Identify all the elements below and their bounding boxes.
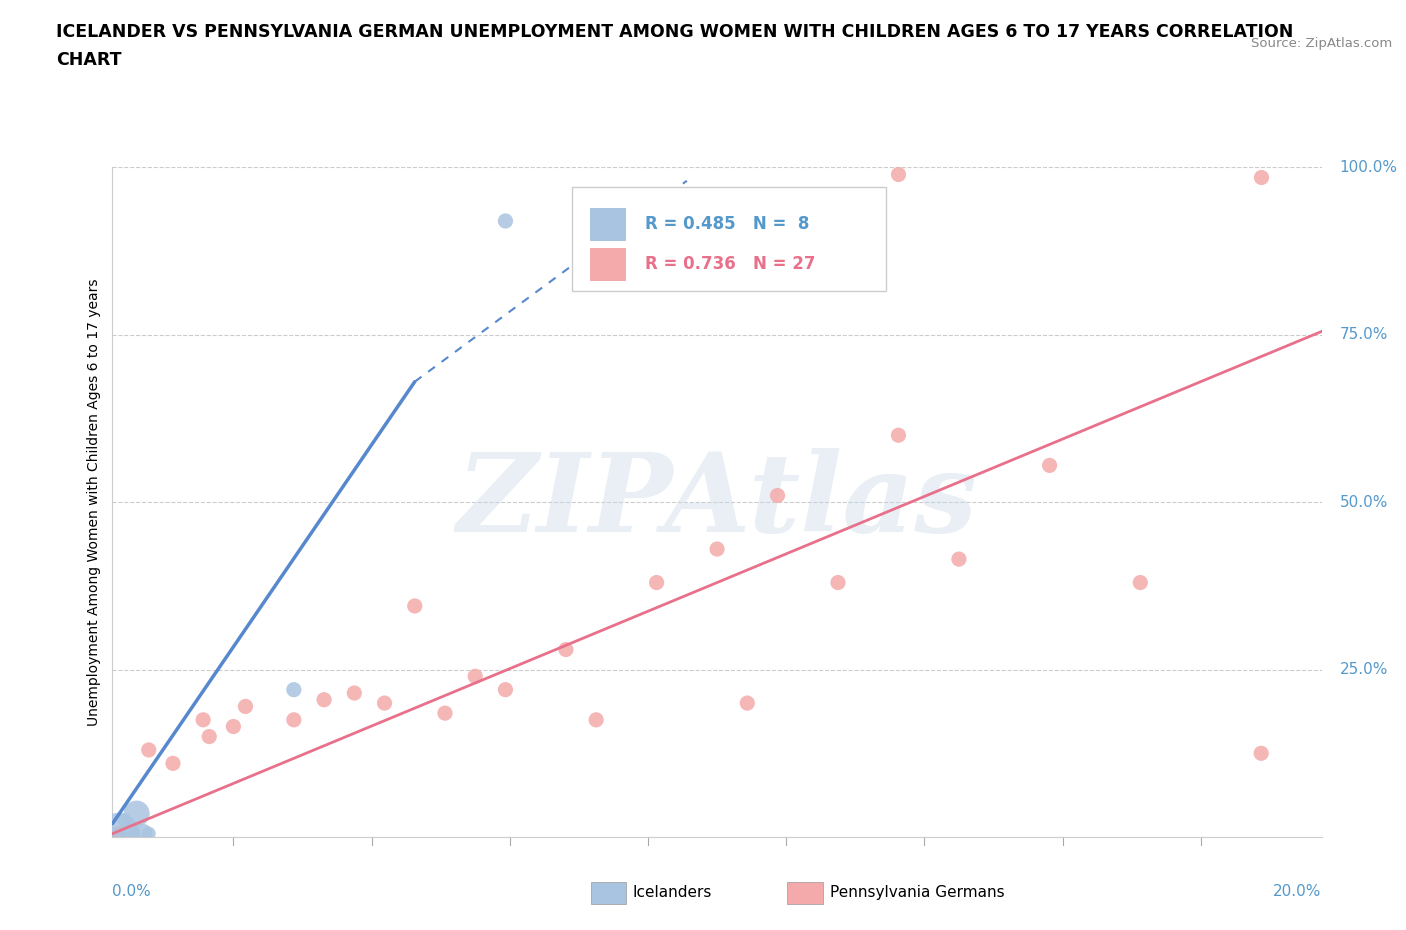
Text: 100.0%: 100.0% <box>1340 160 1398 175</box>
Point <box>283 712 305 727</box>
Point <box>107 826 129 841</box>
Point <box>107 826 129 841</box>
Point <box>495 214 517 229</box>
Text: 75.0%: 75.0% <box>1340 327 1388 342</box>
Point <box>314 692 336 707</box>
Point <box>645 575 668 590</box>
Point <box>887 166 910 181</box>
Point <box>766 488 789 503</box>
Text: Source: ZipAtlas.com: Source: ZipAtlas.com <box>1251 37 1392 50</box>
Point <box>191 712 214 727</box>
Point <box>887 428 910 443</box>
Point <box>1250 746 1272 761</box>
Point <box>1038 458 1062 472</box>
Point <box>283 683 305 698</box>
Point <box>554 642 576 657</box>
FancyBboxPatch shape <box>591 247 627 281</box>
Point <box>138 742 160 757</box>
Point <box>827 575 849 590</box>
Point <box>235 699 257 714</box>
Point <box>138 826 160 841</box>
Y-axis label: Unemployment Among Women with Children Ages 6 to 17 years: Unemployment Among Women with Children A… <box>87 278 101 726</box>
Point <box>464 669 486 684</box>
Text: 50.0%: 50.0% <box>1340 495 1388 510</box>
Point <box>114 813 136 828</box>
Point <box>404 599 426 614</box>
Text: R = 0.485   N =  8: R = 0.485 N = 8 <box>644 216 808 233</box>
Text: CHART: CHART <box>56 51 122 69</box>
Point <box>162 756 184 771</box>
Point <box>198 729 221 744</box>
Point <box>125 806 148 821</box>
Point <box>585 712 607 727</box>
Text: ICELANDER VS PENNSYLVANIA GERMAN UNEMPLOYMENT AMONG WOMEN WITH CHILDREN AGES 6 T: ICELANDER VS PENNSYLVANIA GERMAN UNEMPLO… <box>56 23 1294 41</box>
FancyBboxPatch shape <box>591 207 627 241</box>
Point <box>222 719 245 734</box>
Text: 20.0%: 20.0% <box>1274 884 1322 899</box>
Point <box>433 706 456 721</box>
Text: 25.0%: 25.0% <box>1340 662 1388 677</box>
Point <box>374 696 396 711</box>
Point <box>948 551 970 566</box>
Point <box>132 826 155 841</box>
Point <box>120 826 142 841</box>
Point <box>706 541 728 556</box>
Text: ZIPAtlas: ZIPAtlas <box>457 448 977 556</box>
Text: Icelanders: Icelanders <box>633 885 711 900</box>
FancyBboxPatch shape <box>572 188 886 291</box>
Text: Pennsylvania Germans: Pennsylvania Germans <box>830 885 1004 900</box>
Text: R = 0.736   N = 27: R = 0.736 N = 27 <box>644 256 815 273</box>
Point <box>1250 170 1272 185</box>
Point <box>495 683 517 698</box>
Point <box>737 696 759 711</box>
Point <box>1129 575 1152 590</box>
Text: 0.0%: 0.0% <box>112 884 152 899</box>
Point <box>343 685 366 700</box>
